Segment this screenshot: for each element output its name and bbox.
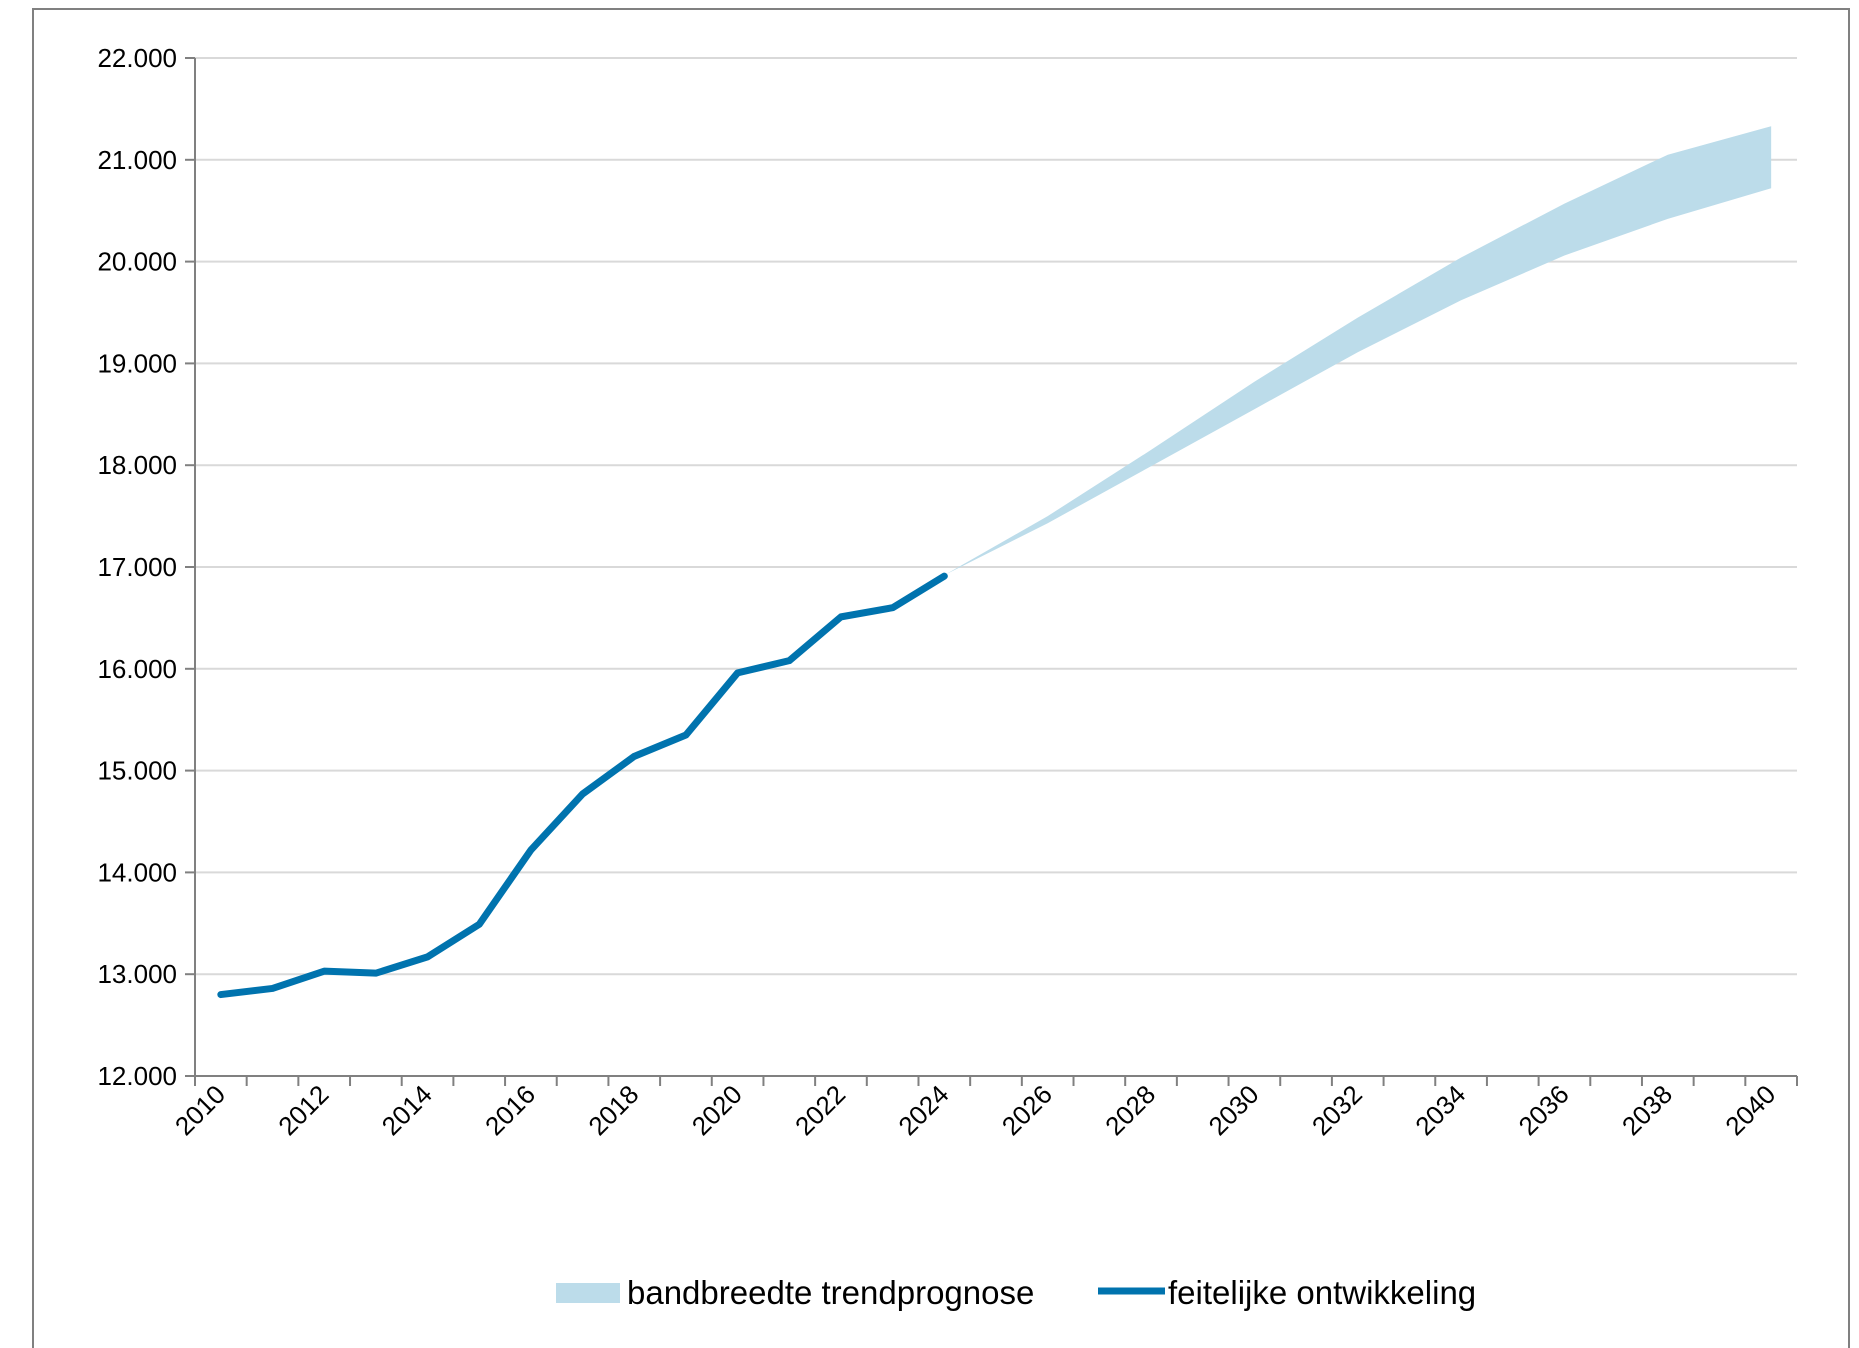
x-tick-label: 2040 bbox=[1719, 1079, 1781, 1141]
chart-frame bbox=[32, 8, 1850, 1348]
y-tick-label: 20.000 bbox=[97, 247, 177, 277]
y-tick-label: 18.000 bbox=[97, 450, 177, 480]
x-tick-label: 2038 bbox=[1616, 1079, 1678, 1141]
x-tick-label: 2022 bbox=[789, 1079, 851, 1141]
y-tick-label: 15.000 bbox=[97, 756, 177, 786]
legend-swatch-forecast-band bbox=[556, 1283, 620, 1303]
x-tick-label: 2034 bbox=[1409, 1079, 1471, 1141]
y-tick-label: 16.000 bbox=[97, 654, 177, 684]
x-tick-label: 2018 bbox=[582, 1079, 644, 1141]
y-tick-label: 14.000 bbox=[97, 857, 177, 887]
x-tick-label: 2010 bbox=[169, 1079, 231, 1141]
x-tick-label: 2032 bbox=[1306, 1079, 1368, 1141]
y-tick-label: 21.000 bbox=[97, 145, 177, 175]
x-tick-label: 2026 bbox=[996, 1079, 1058, 1141]
x-tick-label: 2028 bbox=[1099, 1079, 1161, 1141]
forecast-band-layer bbox=[944, 126, 1772, 576]
y-tick-label: 17.000 bbox=[97, 552, 177, 582]
gridlines bbox=[195, 57, 1797, 976]
y-tick-label: 19.000 bbox=[97, 348, 177, 378]
x-tick-label: 2036 bbox=[1513, 1079, 1575, 1141]
legend-label-actual-line: feitelijke ontwikkeling bbox=[1168, 1274, 1476, 1311]
y-tick-label: 13.000 bbox=[97, 959, 177, 989]
legend: bandbreedte trendprognose feitelijke ont… bbox=[556, 1274, 1476, 1311]
y-tick-label: 12.000 bbox=[97, 1061, 177, 1091]
tick-labels: 12.000 13.000 14.000 15.000 16.000 17.000 18.0… bbox=[97, 43, 1781, 1141]
x-tick-label: 2030 bbox=[1203, 1079, 1265, 1141]
forecast-band-area bbox=[944, 126, 1772, 576]
x-tick-label: 2024 bbox=[892, 1079, 954, 1141]
x-tick-label: 2016 bbox=[479, 1079, 541, 1141]
actual-line bbox=[217, 572, 948, 999]
x-tick-label: 2014 bbox=[376, 1079, 438, 1141]
legend-label-forecast-band: bandbreedte trendprognose bbox=[627, 1274, 1034, 1311]
x-tick-label: 2020 bbox=[686, 1079, 748, 1141]
x-tick-label: 2012 bbox=[272, 1079, 334, 1141]
axes bbox=[185, 57, 1798, 1086]
actual-line-layer bbox=[217, 572, 948, 999]
y-tick-label: 22.000 bbox=[97, 43, 177, 73]
